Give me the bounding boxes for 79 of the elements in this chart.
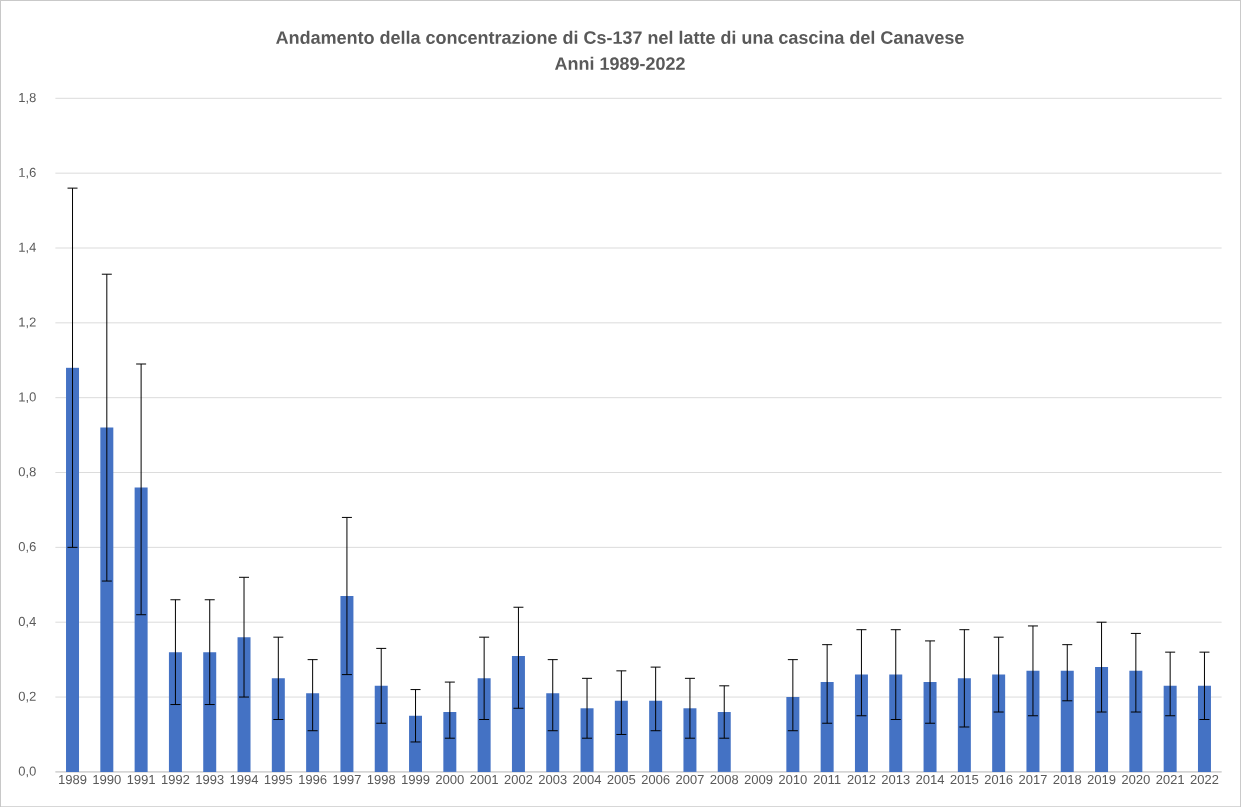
- x-tick-label: 1997: [333, 774, 361, 785]
- bar: [889, 674, 903, 772]
- bar: [1197, 685, 1211, 772]
- bar: [374, 685, 388, 772]
- bar: [820, 681, 834, 772]
- y-tick-label: 0,2: [18, 691, 36, 703]
- x-tick-label: 2002: [504, 774, 533, 785]
- x-tick-label: 2020: [1122, 774, 1150, 785]
- chart-title: Andamento della concentrazione di Cs-137 nel latte di una cascina del Canavese: [276, 30, 964, 44]
- x-tick-label: 2017: [1019, 774, 1047, 785]
- bar: [66, 367, 80, 772]
- bar: [340, 595, 354, 772]
- bar: [1129, 670, 1143, 772]
- y-tick-label: 0,0: [18, 766, 36, 778]
- x-tick-label: 1994: [230, 774, 259, 785]
- y-tick-label: 0,4: [18, 616, 36, 628]
- x-tick-label: 1993: [196, 774, 224, 785]
- x-tick-label: 2022: [1190, 774, 1219, 785]
- bar: [854, 674, 868, 772]
- bar: [100, 427, 114, 772]
- bar: [134, 487, 148, 772]
- bar: [237, 637, 251, 772]
- bar: [1026, 670, 1040, 772]
- x-tick-label: 2016: [984, 774, 1013, 785]
- chart-subtitle: Anni 1989-2022: [554, 56, 685, 70]
- x-tick-label: 2019: [1087, 774, 1116, 785]
- x-tick-label: 1989: [59, 774, 87, 785]
- x-tick-label: 2010: [779, 774, 807, 785]
- x-tick-label: 1992: [161, 774, 190, 785]
- y-tick-label: 0,8: [18, 467, 36, 478]
- x-tick-label: 2013: [881, 774, 910, 785]
- x-tick-label: 2008: [710, 774, 739, 785]
- bar: [1095, 666, 1109, 772]
- bar: [271, 678, 285, 772]
- x-tick-label: 2018: [1053, 774, 1082, 785]
- y-tick-label: 1,8: [19, 92, 36, 104]
- x-tick-label: 2009: [744, 774, 773, 785]
- x-tick-label: 2005: [607, 774, 636, 785]
- x-tick-label: 2001: [470, 774, 498, 785]
- x-tick-label: 1990: [93, 774, 121, 785]
- x-tick-label: 2012: [847, 774, 876, 785]
- bar: [683, 708, 697, 772]
- x-tick-label: 2006: [641, 774, 670, 785]
- y-tick-label: 1,0: [19, 392, 36, 403]
- x-tick-label: 2011: [813, 774, 841, 785]
- bar: [957, 678, 971, 772]
- bar: [443, 711, 457, 772]
- x-tick-label: 1995: [264, 774, 293, 785]
- bar: [786, 696, 800, 772]
- bar: [409, 715, 423, 772]
- x-tick-label: 1998: [367, 774, 396, 785]
- x-tick-label: 2014: [916, 774, 945, 785]
- bar: [717, 711, 731, 772]
- x-tick-label: 1996: [299, 774, 327, 785]
- x-tick-label: 2000: [436, 774, 464, 785]
- x-tick-label: 2004: [573, 774, 602, 785]
- bar: [1163, 685, 1177, 772]
- x-tick-label: 1999: [402, 774, 430, 785]
- x-tick-label: 1991: [127, 774, 155, 785]
- x-tick-label: 2021: [1156, 774, 1184, 785]
- bar: [168, 652, 182, 772]
- bar: [992, 674, 1006, 772]
- bar: [546, 693, 560, 772]
- x-tick-label: 2007: [676, 774, 704, 785]
- y-tick-label: 1,4: [19, 242, 36, 254]
- bar: [923, 681, 937, 772]
- x-tick-label: 2015: [950, 774, 979, 785]
- bar: [614, 700, 628, 772]
- bar: [580, 708, 594, 772]
- y-tick-label: 0,6: [18, 541, 36, 553]
- bar: [306, 693, 320, 772]
- y-tick-label: 1,6: [19, 167, 36, 179]
- x-tick-label: 2003: [538, 774, 567, 785]
- y-tick-label: 1,2: [19, 317, 36, 329]
- bar: [477, 678, 491, 772]
- bar: [203, 652, 217, 772]
- bar: [511, 655, 525, 772]
- bar: [1060, 670, 1074, 772]
- bar: [649, 700, 663, 772]
